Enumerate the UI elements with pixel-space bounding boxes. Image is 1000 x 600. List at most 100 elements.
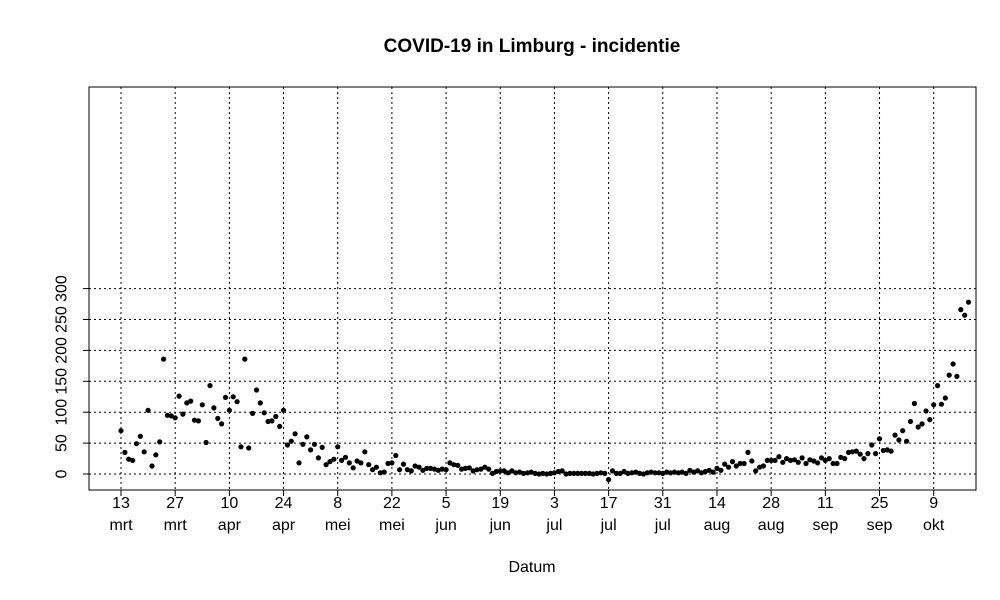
data-point xyxy=(834,460,840,467)
data-point xyxy=(575,470,581,476)
data-point xyxy=(822,457,828,463)
y-tick-label: 300 xyxy=(54,275,71,302)
data-points xyxy=(118,299,972,483)
data-point xyxy=(923,408,929,414)
data-point xyxy=(849,449,856,455)
data-point xyxy=(238,444,244,450)
x-tick-month-label: jun xyxy=(434,517,456,534)
data-point xyxy=(853,448,859,454)
data-point xyxy=(842,456,848,462)
x-tick-day-label: 5 xyxy=(442,495,451,512)
data-point xyxy=(683,470,689,476)
data-point xyxy=(207,383,213,389)
data-point xyxy=(598,470,604,476)
data-point xyxy=(826,456,832,462)
data-point xyxy=(404,467,410,473)
data-point xyxy=(753,468,759,474)
data-point xyxy=(122,449,128,455)
data-point xyxy=(609,468,616,474)
x-tick-month-label: mrt xyxy=(109,517,133,534)
data-point xyxy=(176,393,182,399)
data-point xyxy=(582,470,589,476)
data-point xyxy=(366,462,372,468)
data-point xyxy=(695,468,701,474)
data-point xyxy=(671,469,678,475)
x-tick-month-label: okt xyxy=(923,517,945,534)
x-tick-month-label: mrt xyxy=(164,517,188,534)
data-point xyxy=(222,394,229,400)
data-point xyxy=(408,468,414,474)
data-point xyxy=(555,468,561,475)
chart-title: COVID-19 in Limburg - incidentie xyxy=(384,36,681,57)
data-point xyxy=(296,460,302,466)
data-point xyxy=(153,452,159,458)
y-tick-label: 250 xyxy=(54,306,71,333)
y-tick-label: 0 xyxy=(54,469,71,478)
data-point xyxy=(965,299,972,305)
x-tick-month-label: jun xyxy=(489,517,511,534)
data-point xyxy=(339,457,345,463)
x-tick-day-label: 24 xyxy=(275,495,293,512)
data-point xyxy=(215,415,221,421)
data-point xyxy=(280,407,287,413)
data-point xyxy=(749,458,755,464)
data-point xyxy=(474,467,480,473)
data-point xyxy=(764,457,770,463)
data-point xyxy=(818,455,825,461)
data-point xyxy=(161,356,167,362)
data-point xyxy=(602,470,608,476)
x-tick-day-label: 22 xyxy=(383,495,401,512)
x-axis-title: Datum xyxy=(508,559,555,576)
data-point xyxy=(412,463,418,469)
data-point xyxy=(880,447,887,454)
data-point xyxy=(962,312,968,318)
axis-ticks: 0 50 100 150 200 250 300 13 mrt 27 mrt 10 apr 24 apr 8 m… xyxy=(54,275,945,534)
data-point xyxy=(954,373,960,379)
data-point xyxy=(865,451,871,457)
x-tick-day-label: 3 xyxy=(550,495,559,512)
data-point xyxy=(621,468,627,475)
data-point xyxy=(199,402,205,408)
data-point xyxy=(451,462,457,468)
data-point xyxy=(958,307,964,313)
data-point xyxy=(760,463,767,469)
data-point xyxy=(133,441,140,447)
data-point xyxy=(319,444,325,450)
x-tick-month-label: sep xyxy=(812,517,838,534)
data-point xyxy=(311,441,318,447)
data-point xyxy=(335,444,341,450)
data-point xyxy=(648,469,654,475)
x-tick-month-label: sep xyxy=(867,517,893,534)
data-point xyxy=(370,467,376,473)
data-point xyxy=(331,456,337,462)
data-point xyxy=(830,460,836,467)
data-point xyxy=(656,470,662,476)
data-point xyxy=(164,412,170,418)
x-tick-month-label: mei xyxy=(325,517,351,534)
data-point xyxy=(346,460,352,466)
data-point xyxy=(478,466,484,472)
data-point xyxy=(900,428,906,434)
data-point xyxy=(644,470,650,476)
data-point xyxy=(505,470,511,476)
data-point xyxy=(308,447,314,453)
data-point xyxy=(791,457,798,463)
data-point xyxy=(768,457,774,463)
data-point xyxy=(242,356,248,362)
data-point xyxy=(501,468,507,474)
x-tick-day-label: 14 xyxy=(708,495,726,512)
data-point xyxy=(145,407,151,413)
data-point xyxy=(126,456,132,462)
x-tick-day-label: 31 xyxy=(654,495,672,512)
data-point xyxy=(393,452,399,459)
data-point xyxy=(493,468,499,475)
data-point xyxy=(137,433,143,439)
data-point xyxy=(277,423,283,429)
data-point xyxy=(772,457,778,463)
data-point xyxy=(710,469,716,475)
data-point xyxy=(594,470,600,476)
data-point xyxy=(246,445,252,451)
data-point xyxy=(443,467,449,473)
data-point xyxy=(811,458,817,464)
